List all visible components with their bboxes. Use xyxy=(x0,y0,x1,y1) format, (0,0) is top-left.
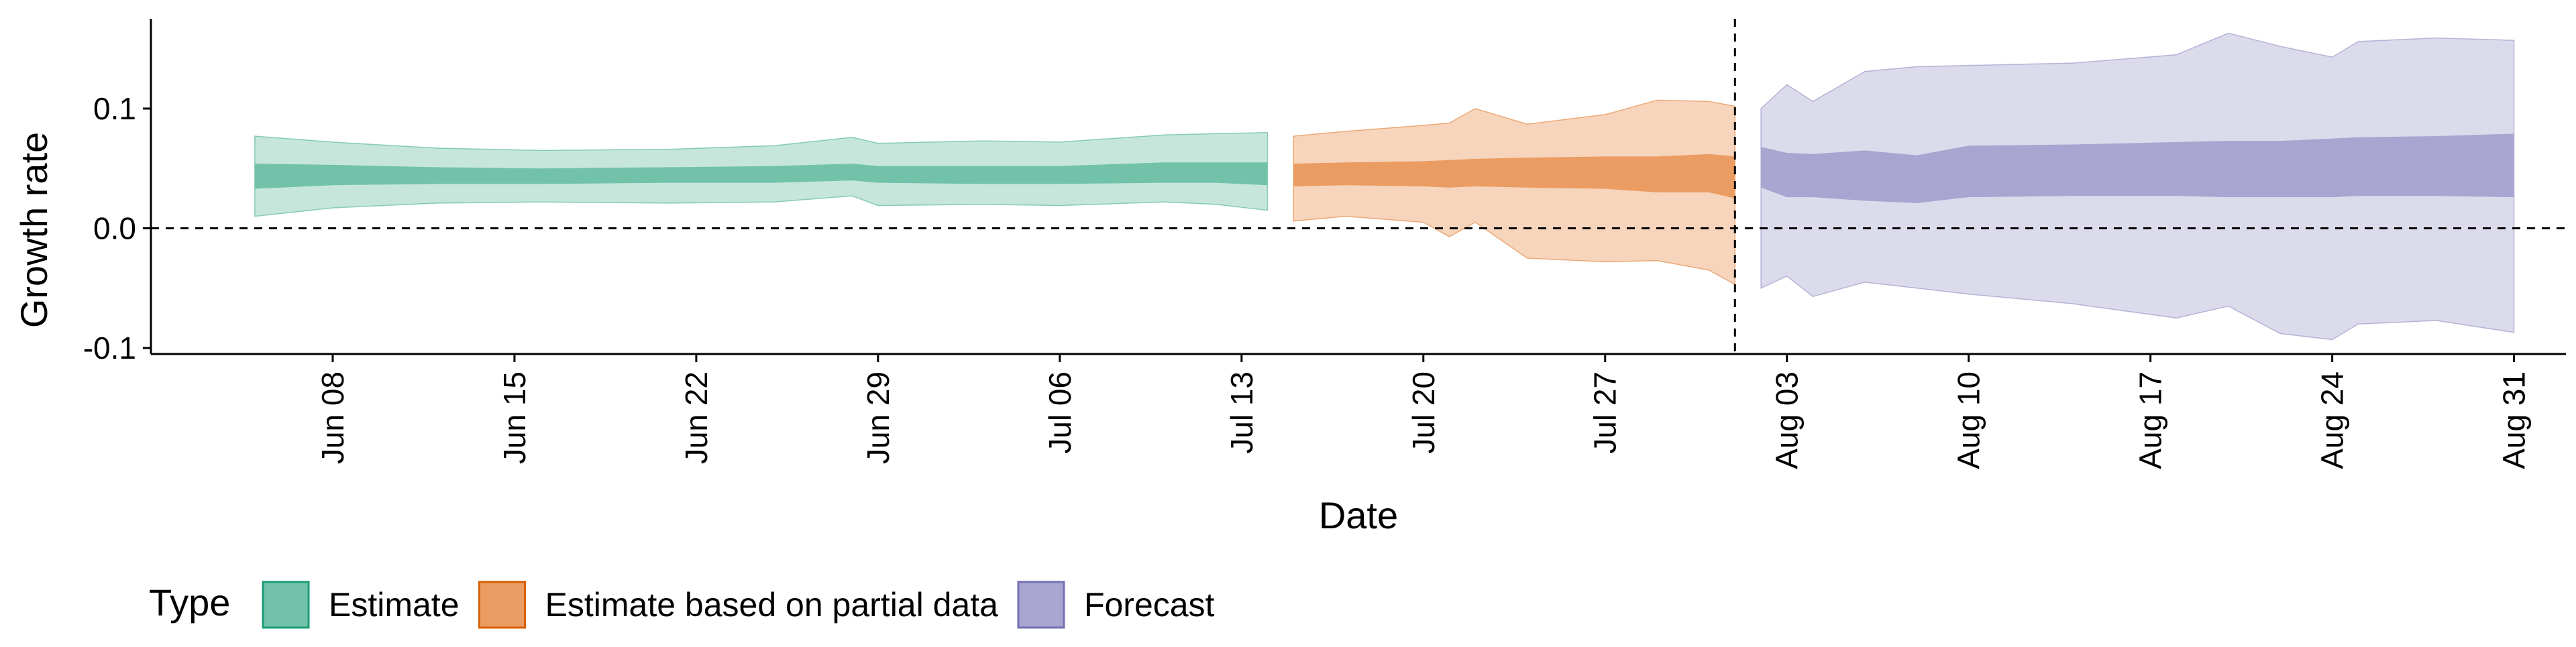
reference-lines xyxy=(151,19,2566,354)
axes xyxy=(150,19,2566,355)
y-tick-label: 0.1 xyxy=(93,91,136,126)
x-tick-label: Aug 03 xyxy=(1770,371,1805,469)
legend-swatch-estimate-based-on-partial-data xyxy=(478,581,527,629)
legend-label-estimate-based-on-partial-data: Estimate based on partial data xyxy=(545,586,999,624)
x-tick-label: Aug 24 xyxy=(2315,371,2350,469)
x-tick-label: Jul 27 xyxy=(1588,371,1623,454)
tick-layer: 0.1 0.0 -0.1 Jun 08 Jun 15 Jun 22 Jun 29 Jul 06… xyxy=(83,91,2532,469)
x-tick-label: Jul 06 xyxy=(1042,371,1077,454)
band-inner-estimate xyxy=(254,162,1268,189)
band-inner-forecast xyxy=(1761,133,2514,203)
y-axis-title: Growth rate xyxy=(13,132,55,329)
legend-title: Type xyxy=(149,581,230,624)
band-inner-estimate-based-on-partial-data xyxy=(1293,154,1735,198)
x-axis-title: Date xyxy=(1319,494,1398,536)
y-tick-label: -0.1 xyxy=(83,331,136,365)
x-tick-label: Jul 20 xyxy=(1406,371,1441,454)
x-tick-label: Jun 22 xyxy=(679,371,714,464)
x-tick-label: Jun 08 xyxy=(315,371,350,464)
x-tick-label: Aug 17 xyxy=(2133,371,2168,469)
legend-label-forecast: Forecast xyxy=(1084,586,1215,624)
legend-swatch-estimate xyxy=(262,581,310,629)
x-tick-label: Jun 15 xyxy=(497,371,532,464)
x-tick-label: Jul 13 xyxy=(1224,371,1259,454)
x-tick-label: Aug 10 xyxy=(1951,371,1986,469)
legend-swatch-forecast xyxy=(1017,581,1065,629)
x-tick-label: Aug 31 xyxy=(2497,371,2532,469)
x-tick-label: Jun 29 xyxy=(861,371,896,464)
legend-label-estimate: Estimate xyxy=(329,586,460,624)
band-layer xyxy=(254,32,2515,341)
legend: Type Estimate Estimate based on partial d… xyxy=(149,581,1215,629)
y-tick-label: 0.0 xyxy=(93,211,136,246)
